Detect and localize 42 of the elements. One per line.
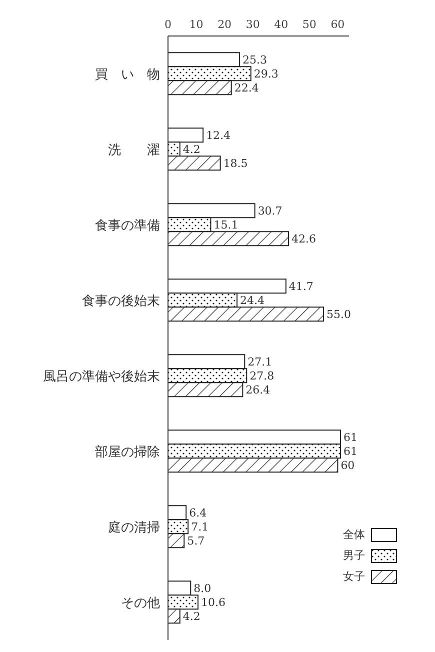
data-label: 30.7 xyxy=(258,204,282,218)
legend-label: 男子 xyxy=(343,548,365,563)
y-tick-label: 庭の清掃 xyxy=(108,520,160,536)
x-tick-label: 0 xyxy=(164,18,172,31)
x-tick-label: 40 xyxy=(274,18,288,31)
x-tick-label: 50 xyxy=(302,18,316,31)
data-label: 24.4 xyxy=(240,294,265,308)
data-label: 27.8 xyxy=(250,370,274,383)
legend-label: 全体 xyxy=(343,527,365,542)
data-label: 26.4 xyxy=(246,384,270,397)
y-tick-label: 風呂の準備や後始末 xyxy=(43,369,160,384)
x-tick-label: 20 xyxy=(218,18,232,31)
data-label: 41.7 xyxy=(288,280,314,294)
data-label: 25.3 xyxy=(242,54,268,67)
y-tick-label: 食事の準備 xyxy=(95,218,160,234)
data-label: 61 xyxy=(344,445,358,458)
data-label: 5.7 xyxy=(187,534,205,548)
data-label: 29.3 xyxy=(254,68,278,81)
data-label: 10.6 xyxy=(200,596,226,610)
data-label: 15.1 xyxy=(214,218,238,232)
legend-label: 女子 xyxy=(343,569,365,584)
data-label: 7.1 xyxy=(191,520,209,534)
x-tick-label: 10 xyxy=(189,18,204,31)
y-tick-label: 洗 濯 xyxy=(108,142,160,158)
data-label: 27.1 xyxy=(248,356,272,369)
y-tick-label: 食事の後始末 xyxy=(82,294,160,309)
x-tick-label: 30 xyxy=(246,18,260,31)
data-label: 12.4 xyxy=(206,129,231,142)
data-label: 6.4 xyxy=(189,506,207,520)
x-tick-label: 60 xyxy=(330,18,345,31)
y-tick-label: 部屋の掃除 xyxy=(95,444,160,460)
data-label: 4.2 xyxy=(182,143,200,156)
y-tick-label: 買 い 物 xyxy=(95,67,160,82)
data-label: 22.4 xyxy=(234,82,259,95)
data-label: 55.0 xyxy=(326,308,352,322)
y-tick-label: その他 xyxy=(121,596,160,611)
data-label: 4.2 xyxy=(182,610,200,624)
data-label: 61 xyxy=(344,431,358,444)
data-label: 18.5 xyxy=(223,157,248,170)
data-label: 60 xyxy=(340,459,355,472)
data-label: 42.6 xyxy=(291,232,316,246)
data-label: 8.0 xyxy=(194,582,212,596)
